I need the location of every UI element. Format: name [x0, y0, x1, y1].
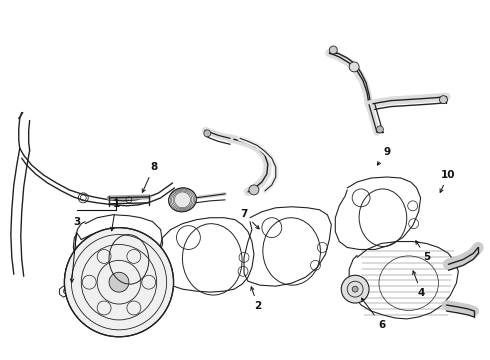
Text: 7: 7	[240, 209, 259, 229]
Circle shape	[352, 286, 358, 292]
Text: 10: 10	[440, 170, 456, 192]
Ellipse shape	[169, 188, 196, 212]
Circle shape	[376, 126, 383, 133]
Circle shape	[440, 96, 447, 104]
Circle shape	[109, 272, 129, 292]
Text: 2: 2	[251, 287, 262, 311]
Circle shape	[349, 62, 359, 72]
Circle shape	[204, 130, 211, 137]
Text: 5: 5	[416, 241, 430, 262]
Circle shape	[341, 275, 369, 303]
Circle shape	[249, 185, 259, 195]
Text: 3: 3	[71, 217, 81, 282]
Text: 9: 9	[377, 147, 391, 165]
Text: 8: 8	[142, 162, 157, 192]
Text: 4: 4	[413, 271, 425, 298]
Text: 6: 6	[362, 298, 386, 330]
Text: 1: 1	[111, 199, 120, 231]
Circle shape	[329, 46, 337, 54]
Circle shape	[64, 228, 173, 337]
